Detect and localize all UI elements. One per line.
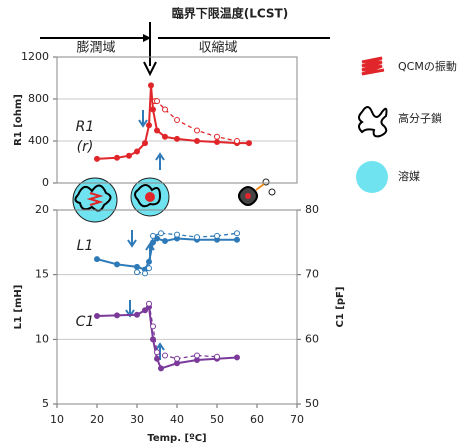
data-point	[135, 149, 140, 154]
solvent-dot	[269, 189, 275, 195]
y-tick-label: 5	[42, 397, 49, 410]
data-point	[215, 140, 220, 145]
data-point	[235, 139, 240, 144]
y2-tick-label: 50	[305, 397, 319, 410]
region-label: 収縮域	[198, 40, 237, 56]
data-point	[215, 233, 220, 238]
series-label: R1	[76, 119, 95, 135]
data-point	[163, 239, 168, 244]
y-tick-label: 1200	[21, 50, 49, 63]
data-point	[147, 266, 152, 271]
data-point	[215, 354, 220, 359]
y-tick-label: 10	[35, 332, 49, 345]
data-point	[195, 139, 200, 144]
data-point	[155, 128, 160, 133]
series-line	[97, 85, 249, 159]
series-label: C1	[76, 314, 95, 330]
y-tick-label: 15	[35, 268, 49, 281]
data-point	[155, 356, 160, 361]
data-point	[235, 237, 240, 242]
legend-label: 高分子鎖	[398, 111, 442, 125]
data-point	[127, 153, 132, 158]
data-point	[195, 128, 200, 133]
series-label: L1	[77, 238, 94, 254]
data-point	[135, 270, 140, 275]
annotation: (r)	[77, 139, 94, 155]
y2-tick-label: 80	[305, 203, 319, 216]
data-point	[175, 136, 180, 141]
spring-icon	[245, 193, 251, 199]
data-point	[115, 262, 120, 267]
x-tick-label: 10	[50, 413, 64, 426]
x-tick-label: 30	[130, 413, 144, 426]
data-point	[247, 141, 252, 146]
data-point	[175, 356, 180, 361]
y2-tick-label: 70	[305, 268, 319, 281]
data-point	[151, 107, 156, 112]
data-point	[95, 156, 100, 161]
data-point	[235, 231, 240, 236]
spring-icon	[145, 192, 155, 202]
legend-spring	[362, 58, 384, 74]
data-point	[151, 233, 156, 238]
title: 臨界下限温度(LCST)	[172, 6, 288, 21]
heat-arrow	[156, 154, 164, 170]
data-point	[159, 366, 164, 371]
y-axis-label: L1 [mH]	[13, 285, 24, 330]
data-point	[163, 134, 168, 139]
data-point	[95, 314, 100, 319]
data-point	[115, 155, 120, 160]
data-point	[151, 324, 156, 329]
y2-axis-label: C1 [pF]	[335, 287, 346, 328]
data-point	[147, 259, 152, 264]
data-point	[143, 141, 148, 146]
cool-arrow	[128, 230, 136, 246]
x-tick-label: 60	[250, 413, 264, 426]
y2-tick-label: 60	[305, 332, 319, 345]
data-point	[235, 355, 240, 360]
cool-arrow	[139, 110, 147, 126]
data-point	[215, 134, 220, 139]
y-tick-label: 400	[28, 134, 49, 147]
data-point	[175, 232, 180, 237]
data-point	[155, 350, 160, 355]
data-point	[195, 353, 200, 358]
figure: 臨界下限温度(LCST) 膨潤域 収縮域 QCMの振動 高分子鎖 溶媒 0 400…	[0, 0, 469, 446]
y-tick-label: 800	[28, 92, 49, 105]
x-tick-label: 40	[170, 413, 184, 426]
x-axis-label: Temp. [ºC]	[147, 433, 206, 444]
legend-chain	[359, 107, 387, 136]
data-point	[155, 99, 160, 104]
data-point	[147, 123, 152, 128]
data-point	[163, 107, 168, 112]
y-tick-label: 0	[42, 176, 49, 189]
y-tick-label: 20	[35, 203, 49, 216]
data-point	[95, 257, 100, 262]
region-label: 膨潤域	[76, 41, 115, 56]
data-point	[159, 231, 164, 236]
y-axis-label: R1 [ohm]	[13, 94, 24, 146]
legend-label: QCMの振動	[398, 59, 457, 73]
data-point	[115, 313, 120, 318]
data-point	[149, 83, 154, 88]
data-point	[195, 235, 200, 240]
x-tick-label: 70	[290, 413, 304, 426]
data-point	[143, 271, 148, 276]
x-tick-label: 20	[90, 413, 104, 426]
data-point	[175, 118, 180, 123]
data-point	[163, 353, 168, 358]
data-point	[135, 312, 140, 317]
data-point	[147, 301, 152, 306]
data-point	[135, 264, 140, 269]
legend-label: 溶媒	[398, 169, 420, 183]
x-tick-label: 50	[210, 413, 224, 426]
release-arrow	[256, 184, 264, 190]
legend-solvent	[356, 161, 388, 193]
cool-arrow	[126, 300, 134, 316]
